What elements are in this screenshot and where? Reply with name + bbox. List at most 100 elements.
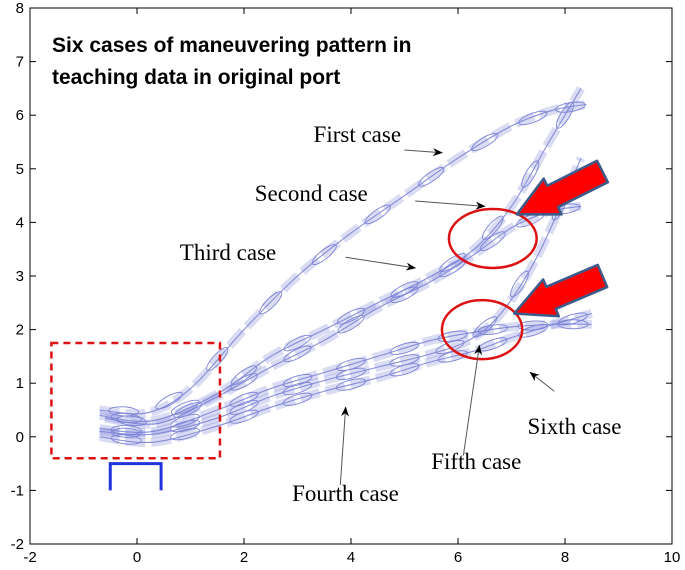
- case-annotation-6: Sixth case: [528, 371, 622, 439]
- axes: -2 0 2 4 6 8 10 -2 -1 0 1 2 3 4 5 6 7 8: [11, 0, 681, 566]
- case-label: Third case: [180, 240, 276, 265]
- case-arrow: [404, 148, 443, 157]
- ship-hull-outline: [337, 315, 365, 334]
- ship-hull-outline: [282, 373, 313, 388]
- trajectory-hulls: [99, 319, 592, 437]
- y-tick-label: -1: [11, 482, 24, 499]
- case-label: Fifth case: [431, 449, 521, 474]
- case-label: Second case: [255, 181, 368, 206]
- ship-hull-outline: [229, 391, 259, 407]
- y-tick-label: 1: [16, 375, 24, 392]
- initial-region-box: [50, 341, 222, 460]
- case-arrow: [415, 200, 486, 210]
- ship-hull-outline: [389, 341, 420, 355]
- ship-hull-outline: [437, 350, 468, 363]
- ship-hull-outline: [555, 101, 575, 129]
- ship-hull-outline: [283, 334, 312, 352]
- chart-title: Six cases of maneuvering pattern in teac…: [52, 34, 411, 89]
- ship-hull-outline: [517, 320, 549, 331]
- x-tick-label: 6: [454, 549, 462, 566]
- ship-hull-outline: [477, 324, 509, 335]
- case-arrow: [462, 344, 483, 456]
- x-tick-label: 10: [664, 549, 681, 566]
- ship-hull-outline: [335, 378, 367, 391]
- trajectory-1: [99, 100, 588, 419]
- trajectory-hulls: [104, 201, 582, 429]
- y-tick-label: -2: [11, 536, 24, 553]
- case-label: Fourth case: [292, 481, 399, 506]
- ship-hull-outline: [389, 363, 420, 377]
- ship-hull-outline: [173, 402, 203, 418]
- ship-hull-outline: [282, 382, 313, 396]
- case-annotation-4: Fourth case: [292, 406, 399, 506]
- trajectory-5: [99, 156, 586, 440]
- y-tick-label: 8: [16, 0, 24, 17]
- ship-hull-outline: [439, 258, 467, 278]
- ship-hull-outline: [259, 291, 283, 315]
- trajectory-line: [104, 205, 582, 425]
- trajectory-hulls: [99, 100, 588, 419]
- ship-hull-outline: [155, 391, 183, 410]
- pointer-arrow-2: [512, 263, 609, 318]
- y-tick-label: 4: [16, 214, 24, 231]
- ship-hull-outline: [435, 339, 465, 355]
- trajectory-hulls: [98, 309, 593, 447]
- ship-hull-outline: [471, 132, 499, 152]
- highlight-ellipse-2: [440, 298, 524, 361]
- trajectory-line: [99, 103, 587, 415]
- ship-hull-outline: [481, 215, 504, 240]
- case-annotation-5: Fifth case: [431, 344, 521, 474]
- ship-hull-outline: [206, 347, 229, 372]
- ship-hull-outline: [170, 399, 200, 415]
- trajectories: [98, 86, 593, 447]
- x-tick-label: 8: [561, 549, 569, 566]
- ship-hull-outline: [557, 319, 589, 330]
- x-tick-label: 2: [240, 549, 248, 566]
- case-arrow: [345, 256, 417, 271]
- ship-hull-outline: [116, 415, 148, 426]
- y-tick-label: 0: [16, 429, 24, 446]
- x-tick-label: -2: [23, 549, 36, 566]
- ship-hull-outline: [336, 307, 366, 325]
- ship-hull-outline: [170, 419, 201, 433]
- case-annotation-2: Second case: [255, 181, 486, 210]
- ship-hull-outline: [282, 392, 313, 406]
- y-tick-label: 3: [16, 268, 24, 285]
- ship-hull-outline: [170, 413, 200, 428]
- x-tick-label: 0: [133, 549, 141, 566]
- ship-hull-outline: [231, 365, 257, 385]
- ship-hull-outline: [230, 373, 258, 391]
- pointer-arrow-1: [515, 159, 610, 216]
- chart-title-line-1: Six cases of maneuvering pattern in: [52, 34, 411, 57]
- y-tick-label: 5: [16, 161, 24, 178]
- ship-hull-outline: [479, 231, 506, 252]
- ship-hull-outline: [390, 286, 419, 304]
- case-arrow: [339, 406, 350, 486]
- ship-hull-outline: [521, 160, 540, 188]
- annotations: First case Second case Third case Fourth ca…: [180, 122, 622, 506]
- ship-hull-outline: [364, 204, 391, 225]
- ship-hull-outline: [472, 316, 498, 338]
- y-tick-label: 6: [16, 107, 24, 124]
- ship-hull-outline: [335, 367, 367, 380]
- ship-hull-outline: [510, 270, 529, 298]
- ship-hull-outline: [110, 412, 142, 424]
- case-arrow: [529, 371, 555, 392]
- case-annotation-1: First case: [314, 122, 443, 157]
- ship-hull-outline: [110, 434, 142, 445]
- ship-hull-outline: [283, 345, 312, 363]
- x-tick-label: 4: [347, 549, 355, 566]
- ship-hull-outline: [518, 324, 548, 338]
- y-tick-label: 2: [16, 322, 24, 339]
- berth-marker: [108, 462, 163, 491]
- ship-hull-outline: [418, 167, 445, 187]
- highlight-ellipse-1: [447, 207, 538, 270]
- case-label: Sixth case: [528, 414, 622, 439]
- ship-hull-outline: [229, 409, 259, 424]
- ship-hull-outline: [170, 427, 201, 441]
- ship-hull-outline: [311, 244, 337, 266]
- trajectory-2: [98, 86, 585, 427]
- trajectory-hulls: [99, 156, 586, 440]
- case-label: First case: [314, 122, 402, 147]
